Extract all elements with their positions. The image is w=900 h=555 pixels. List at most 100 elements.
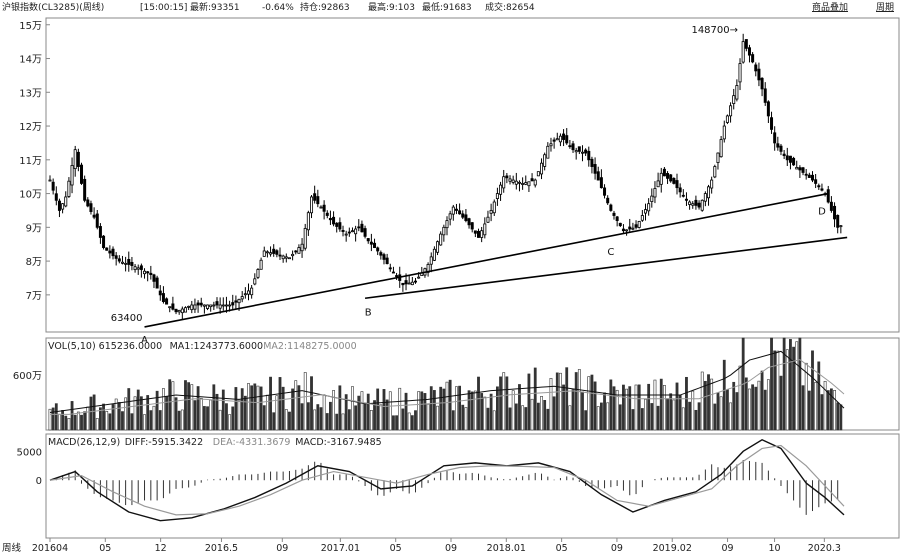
annotation-4: C	[607, 247, 614, 258]
candle-body-113	[404, 280, 408, 285]
candle-body-212	[716, 152, 720, 163]
candle-body-64	[250, 287, 254, 296]
volume-bar-102	[369, 409, 373, 431]
volume-bar-241	[807, 390, 811, 431]
volume-bar-77	[291, 388, 295, 431]
volume-bar-236	[792, 346, 795, 431]
candle-body-139	[486, 216, 490, 223]
candle-body-105	[379, 252, 383, 256]
volume-bar-189	[644, 399, 647, 431]
volume-bar-223	[751, 384, 755, 431]
quote-time: [15:00:15]	[140, 3, 188, 13]
candle-body-35	[158, 290, 162, 296]
candle-body-110	[395, 275, 399, 277]
candle-body-51	[209, 304, 213, 308]
candle-body-104	[376, 247, 380, 252]
volume-bar-141	[492, 410, 496, 431]
volume-bar-159	[549, 378, 553, 431]
candle-body-179	[612, 212, 616, 216]
period-menu[interactable]: 周期	[876, 3, 895, 13]
volume-bar-53	[215, 393, 219, 431]
volume-bar-76	[288, 411, 291, 431]
volume-bar-128	[451, 410, 455, 431]
x-tick-label-14: 2020.3	[808, 543, 841, 554]
volume-bar-39	[171, 381, 175, 431]
volume-bar-175	[599, 402, 603, 431]
candle-body-199	[675, 180, 679, 189]
volume-bar-96	[351, 386, 354, 431]
volume-bar-5	[64, 415, 68, 431]
candle-body-213	[719, 139, 723, 158]
volume-bar-135	[473, 390, 477, 431]
candle-body-130	[458, 210, 462, 215]
volume-bar-214	[722, 359, 726, 431]
price-tick-label-8: 7万	[26, 291, 42, 302]
volume-bar-80	[300, 403, 304, 431]
volume-bar-145	[505, 376, 509, 431]
volume-bar-107	[385, 399, 389, 431]
candle-body-74	[281, 255, 285, 260]
annotations: 63400 148700→ A B C D	[111, 25, 826, 346]
candle-body-75	[284, 256, 288, 259]
overlay-menu[interactable]: 商品叠加	[812, 3, 849, 13]
volume-bar-112	[401, 408, 405, 431]
volume-bar-125	[442, 388, 446, 431]
candle-body-169	[580, 151, 584, 154]
candle-body-32	[149, 272, 153, 276]
candle-body-157	[543, 154, 547, 167]
candle-body-125	[442, 226, 446, 236]
candle-body-60	[237, 298, 241, 304]
candle-body-94	[344, 233, 348, 236]
volume-bar-35	[158, 410, 162, 431]
volume-bar-124	[439, 386, 443, 431]
candle-body-26	[130, 261, 134, 266]
panel-frames	[45, 17, 900, 539]
candle-body-180	[615, 216, 619, 221]
volume-bar-62	[243, 395, 247, 431]
volume-bar-32	[149, 410, 153, 431]
chart-canvas[interactable]: 15万 14万 13万 12万 11万 10万 9万 8万 7万 600万 5000 0 63400 1…	[0, 16, 900, 555]
volume-ma2-line	[50, 359, 845, 415]
candle-body-102	[369, 241, 373, 245]
candle-body-93	[341, 230, 345, 232]
volume-bar-129	[455, 386, 458, 431]
volume-bar-4	[61, 410, 65, 431]
candle-body-245	[820, 188, 824, 191]
volume-bar-55	[221, 389, 225, 431]
volume-bar-133	[467, 390, 471, 431]
candle-body-238	[798, 167, 802, 171]
candle-body-156	[540, 162, 544, 175]
volume-bar-3	[58, 413, 61, 431]
volume-bar-1	[51, 407, 55, 431]
volume-bar-166	[571, 389, 575, 431]
annotation-3: B	[365, 308, 372, 319]
quote-latest: 最新:93351	[190, 3, 240, 13]
candle-body-95	[347, 231, 351, 234]
volume-bar-65	[253, 383, 257, 431]
macd-tick-label-1: 0	[36, 476, 42, 487]
volume-bar-209	[707, 374, 710, 431]
candle-body-18	[105, 247, 109, 251]
volume-bar-179	[612, 386, 616, 431]
volume-bar-20	[111, 404, 115, 431]
candle-body-223	[751, 54, 755, 63]
volume-bar-182	[622, 384, 625, 431]
volume-bar-173	[593, 381, 597, 431]
candle-body-65	[253, 278, 257, 285]
x-axis: 周线 201604 05 12 2016.5 09 2017.01 05 09 2018.01 05…	[2, 538, 841, 554]
candle-body-188	[640, 215, 644, 221]
candle-body-173	[593, 164, 597, 174]
volume-bar-86	[319, 407, 323, 431]
volume-bar-36	[162, 388, 165, 431]
volume-bar-24	[124, 397, 128, 431]
volume-bar-82	[306, 402, 310, 431]
vol-legend-2: MA2:1148275.0000	[263, 341, 356, 352]
instrument-title: 沪银指数(CL3285)(周线)	[2, 3, 105, 13]
candle-body-57	[228, 304, 232, 307]
candle-body-209	[707, 186, 711, 199]
candle-body-225	[757, 68, 761, 81]
volume-bar-163	[562, 384, 565, 431]
macd-panel-frame	[45, 433, 900, 539]
x-tick-label-12: 09	[722, 543, 734, 554]
candle-body-20	[111, 248, 115, 257]
